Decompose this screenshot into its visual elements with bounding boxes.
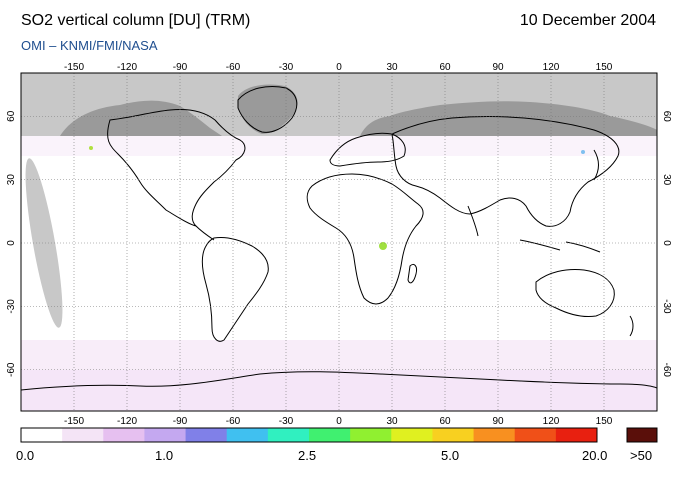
colorbar-label: 1.0 bbox=[155, 448, 174, 463]
lat-ticks-left: 60 30 0 -30 -60 bbox=[6, 110, 17, 377]
lat-tick-label: -30 bbox=[6, 299, 17, 314]
lon-tick-label: -30 bbox=[279, 416, 294, 427]
lon-tick-label: -120 bbox=[117, 62, 137, 73]
lon-tick-label: -150 bbox=[64, 62, 84, 73]
lon-ticks-top: -150 -120 -90 -60 -30 0 30 60 90 120 150 bbox=[64, 62, 613, 73]
lat-tick-label: 0 bbox=[6, 240, 17, 246]
lon-tick-label: 30 bbox=[386, 416, 398, 427]
colorbar-segment bbox=[144, 428, 187, 442]
lon-tick-label: -150 bbox=[64, 416, 84, 427]
colorbar-segment bbox=[514, 428, 557, 442]
colorbar-segment bbox=[473, 428, 516, 442]
lat-tick-label: -60 bbox=[6, 362, 17, 377]
map-title: SO2 vertical column [DU] (TRM) bbox=[21, 12, 251, 29]
coastlines bbox=[21, 86, 657, 391]
lon-tick-label: 30 bbox=[386, 62, 398, 73]
lat-tick-label: 60 bbox=[6, 110, 17, 122]
colorbar-label: 20.0 bbox=[582, 448, 608, 463]
colorbar-segment bbox=[103, 428, 145, 442]
lon-tick-label: -90 bbox=[173, 416, 188, 427]
lon-tick-label: 60 bbox=[439, 416, 451, 427]
map-frame bbox=[20, 72, 658, 412]
lat-tick-label: 60 bbox=[661, 111, 672, 123]
lon-tick-label: 60 bbox=[439, 62, 451, 73]
lon-tick-label: -90 bbox=[173, 62, 188, 73]
colorbar-segment bbox=[267, 428, 310, 442]
colorbar-segment bbox=[185, 428, 228, 442]
lat-tick-label: -60 bbox=[661, 363, 672, 378]
graticule bbox=[21, 73, 657, 411]
lon-tick-label: 0 bbox=[336, 62, 342, 73]
colorbar-overflow-label: >50 bbox=[630, 448, 653, 463]
colorbar-label: 5.0 bbox=[441, 448, 460, 463]
lon-tick-label: -30 bbox=[279, 62, 294, 73]
colorbar-label: 2.5 bbox=[298, 448, 317, 463]
lon-tick-label: 150 bbox=[596, 416, 613, 427]
colorbar-segment bbox=[391, 428, 433, 442]
lon-tick-label: 90 bbox=[492, 62, 504, 73]
lat-tick-label: -30 bbox=[661, 299, 672, 314]
lon-tick-label: 150 bbox=[596, 62, 613, 73]
lon-tick-label: 120 bbox=[543, 416, 560, 427]
lat-tick-label: 30 bbox=[661, 174, 672, 186]
lat-tick-label: 30 bbox=[6, 174, 17, 186]
lat-ticks-right: 60 30 0 -30 -60 bbox=[661, 111, 672, 378]
colorbar-segment bbox=[555, 428, 598, 442]
so2-hotspot bbox=[379, 242, 387, 250]
colorbar-segment bbox=[432, 428, 475, 442]
lon-tick-label: -60 bbox=[226, 62, 241, 73]
colorbar-label: 0.0 bbox=[16, 448, 35, 463]
orbit-gap bbox=[25, 158, 63, 328]
colorbar-segment bbox=[62, 428, 104, 442]
lon-tick-label: -120 bbox=[117, 416, 137, 427]
map-date: 10 December 2004 bbox=[519, 12, 656, 29]
lat-tick-label: 0 bbox=[661, 240, 672, 246]
lon-ticks-bottom: -150 -120 -90 -60 -30 0 30 60 90 120 150 bbox=[64, 416, 613, 427]
colorbar-segment bbox=[309, 428, 351, 442]
colorbar bbox=[21, 428, 598, 442]
lon-tick-label: 0 bbox=[336, 416, 342, 427]
lon-tick-label: 120 bbox=[543, 62, 560, 73]
colorbar-overflow-swatch bbox=[626, 427, 658, 443]
lon-tick-label: -60 bbox=[226, 416, 241, 427]
lon-tick-label: 90 bbox=[492, 416, 504, 427]
colorbar-segment bbox=[350, 428, 392, 442]
so2-hotspot bbox=[89, 146, 93, 150]
colorbar-frame bbox=[20, 427, 598, 443]
colorbar-segment bbox=[226, 428, 269, 442]
so2-hotspot bbox=[581, 150, 585, 154]
colorbar-segment bbox=[21, 428, 63, 442]
data-source: OMI – KNMI/FMI/NASA bbox=[21, 38, 158, 53]
